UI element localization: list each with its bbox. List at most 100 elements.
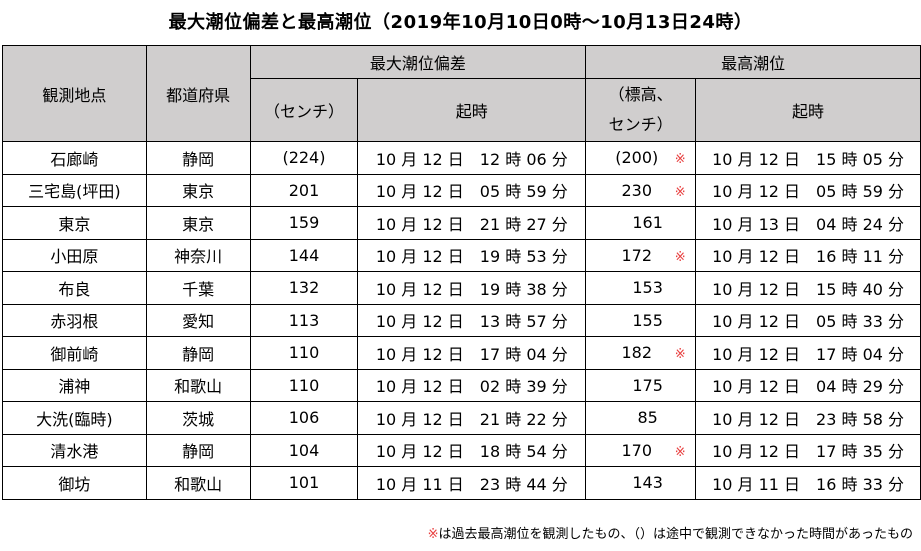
cell-deviation: 104 [249, 433, 359, 467]
cell-level-time: 10 月 13 日 04 時 24 分 [695, 206, 921, 240]
cell-station: 御坊 [2, 466, 147, 500]
tide-table: 観測地点 都道府県 最大潮位偏差 最高潮位 （センチ） 起時 （標高、 センチ）… [2, 45, 921, 500]
footnote-mark: ※ [427, 527, 439, 542]
cell-station: 大洗(臨時) [2, 401, 147, 435]
cell-station: 石廊崎 [2, 141, 147, 175]
cell-station: 浦神 [2, 368, 147, 402]
cell-level: 153 [585, 271, 697, 305]
cell-station: 清水港 [2, 433, 147, 467]
table-row: 東京 東京 159 10 月 12 日 21 時 27 分 161 10 月 13 日 0… [2, 206, 921, 240]
record-mark: ※ [674, 347, 686, 363]
cell-prefecture: 東京 [145, 173, 251, 207]
cell-station: 布良 [2, 271, 147, 305]
cell-level-time: 10 月 11 日 16 時 33 分 [695, 466, 921, 500]
cell-level-time: 10 月 12 日 05 時 33 分 [695, 303, 921, 337]
cell-prefecture: 千葉 [145, 271, 251, 305]
cell-level-time: 10 月 12 日 05 時 59 分 [695, 173, 921, 207]
cell-deviation-time: 10 月 12 日 19 時 53 分 [357, 238, 587, 272]
cell-prefecture: 静岡 [145, 336, 251, 370]
header-prefecture: 都道府県 [145, 45, 251, 142]
header-level-unit-line1: （標高、 [608, 85, 673, 104]
page-title: 最大潮位偏差と最高潮位（2019年10月10日0時～10月13日24時） [168, 12, 753, 33]
cell-station: 赤羽根 [2, 303, 147, 337]
cell-level: 182 ※ [585, 336, 697, 370]
cell-level-time: 10 月 12 日 17 時 04 分 [695, 336, 921, 370]
cell-deviation: (224) [249, 141, 359, 175]
table-row: 布良 千葉 132 10 月 12 日 19 時 38 分 153 10 月 12 日 1… [2, 271, 921, 305]
level-value: 170 [621, 440, 653, 460]
cell-level-time: 10 月 12 日 15 時 05 分 [695, 141, 921, 175]
level-value: 153 [632, 278, 663, 298]
level-value: 230 [621, 180, 653, 200]
cell-deviation: 110 [249, 368, 359, 402]
cell-prefecture: 東京 [145, 206, 251, 240]
cell-level: 170 ※ [585, 433, 697, 467]
cell-deviation-time: 10 月 11 日 23 時 44 分 [357, 466, 587, 500]
cell-deviation-time: 10 月 12 日 21 時 22 分 [357, 401, 587, 435]
cell-deviation-time: 10 月 12 日 18 時 54 分 [357, 433, 587, 467]
header-deviation-unit: （センチ） [249, 78, 359, 142]
cell-station: 東京 [2, 206, 147, 240]
level-value: (200) [615, 148, 659, 168]
cell-prefecture: 和歌山 [145, 368, 251, 402]
cell-level: (200) ※ [585, 141, 697, 175]
cell-level: 155 [585, 303, 697, 337]
header-level-unit: （標高、 センチ） [585, 78, 697, 142]
header-max-level: 最高潮位 [585, 45, 921, 79]
cell-deviation-time: 10 月 12 日 02 時 39 分 [357, 368, 587, 402]
cell-level-time: 10 月 12 日 04 時 29 分 [695, 368, 921, 402]
cell-deviation-time: 10 月 12 日 17 時 04 分 [357, 336, 587, 370]
table-row: 清水港 静岡 104 10 月 12 日 18 時 54 分 170 ※ 10 月 12 日… [2, 433, 921, 467]
cell-station: 小田原 [2, 238, 147, 272]
table-row: 小田原 神奈川 144 10 月 12 日 19 時 53 分 172 ※ 10 月 12 … [2, 238, 921, 272]
cell-level: 172 ※ [585, 238, 697, 272]
header-station: 観測地点 [2, 45, 147, 142]
cell-deviation: 110 [249, 336, 359, 370]
header-max-deviation: 最大潮位偏差 [249, 45, 587, 79]
cell-deviation-time: 10 月 12 日 13 時 57 分 [357, 303, 587, 337]
footnote: ※は過去最高潮位を観測したもの、（）は途中で観測できなかった時間があったもの [428, 523, 913, 542]
cell-deviation: 159 [249, 206, 359, 240]
level-value: 143 [632, 473, 663, 493]
table-row: 大洗(臨時) 茨城 106 10 月 12 日 21 時 22 分 85 10 月 12 … [2, 401, 921, 435]
cell-prefecture: 神奈川 [145, 238, 251, 272]
cell-deviation-time: 10 月 12 日 05 時 59 分 [357, 173, 587, 207]
cell-prefecture: 静岡 [145, 141, 251, 175]
table-body: 石廊崎 静岡 (224) 10 月 12 日 12 時 06 分 (200) ※ 10 月 … [2, 141, 921, 500]
cell-level: 143 [585, 466, 697, 500]
table-row: 御前崎 静岡 110 10 月 12 日 17 時 04 分 182 ※ 10 月 12 日… [2, 336, 921, 370]
cell-prefecture: 和歌山 [145, 466, 251, 500]
record-mark: ※ [674, 152, 686, 168]
cell-prefecture: 愛知 [145, 303, 251, 337]
table-row: 御坊 和歌山 101 10 月 11 日 23 時 44 分 143 10 月 11 日 … [2, 466, 921, 500]
cell-deviation: 101 [249, 466, 359, 500]
level-value: 182 [621, 343, 653, 363]
cell-level-time: 10 月 12 日 23 時 58 分 [695, 401, 921, 435]
header-level-unit-line2: センチ） [608, 115, 673, 134]
cell-level: 85 [585, 401, 697, 435]
level-value: 161 [632, 213, 663, 233]
cell-level: 230 ※ [585, 173, 697, 207]
table-row: 赤羽根 愛知 113 10 月 12 日 13 時 57 分 155 10 月 12 日 … [2, 303, 921, 337]
level-value: 172 [621, 245, 653, 265]
cell-station: 御前崎 [2, 336, 147, 370]
cell-deviation: 201 [249, 173, 359, 207]
header-deviation-time: 起時 [357, 78, 587, 142]
table-row: 石廊崎 静岡 (224) 10 月 12 日 12 時 06 分 (200) ※ 10 月 … [2, 141, 921, 175]
cell-level: 161 [585, 206, 697, 240]
cell-level-time: 10 月 12 日 16 時 11 分 [695, 238, 921, 272]
cell-station: 三宅島(坪田) [2, 173, 147, 207]
cell-deviation-time: 10 月 12 日 21 時 27 分 [357, 206, 587, 240]
cell-deviation: 113 [249, 303, 359, 337]
cell-prefecture: 静岡 [145, 433, 251, 467]
level-value: 155 [632, 310, 663, 330]
cell-deviation: 144 [249, 238, 359, 272]
cell-level-time: 10 月 12 日 17 時 35 分 [695, 433, 921, 467]
footnote-text: は過去最高潮位を観測したもの、（）は途中で観測できなかった時間があったもの [438, 527, 913, 542]
table-row: 三宅島(坪田) 東京 201 10 月 12 日 05 時 59 分 230 ※ 10 月 … [2, 173, 921, 207]
cell-deviation: 132 [249, 271, 359, 305]
cell-deviation-time: 10 月 12 日 19 時 38 分 [357, 271, 587, 305]
level-value: 85 [637, 408, 658, 428]
record-mark: ※ [674, 444, 686, 460]
cell-level: 175 [585, 368, 697, 402]
